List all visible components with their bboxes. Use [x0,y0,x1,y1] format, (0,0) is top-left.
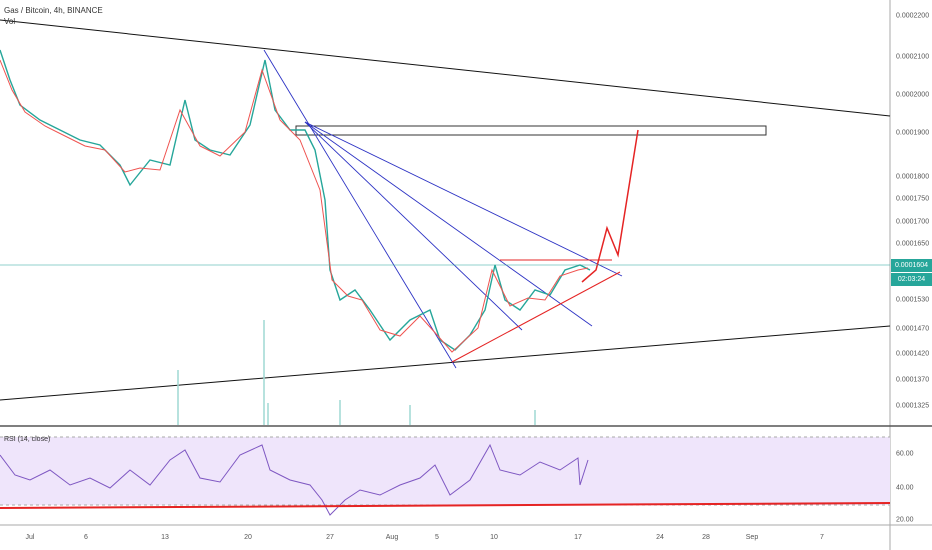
time-tick-label: 24 [656,534,664,541]
price-tick-label: 0.0002100 [896,53,930,61]
time-tick-label: Aug [385,534,399,541]
price-tick-label: 0.0001530 [896,296,930,304]
price-tick-label: 0.0001325 [896,402,930,410]
time-tick-label: 10 [490,534,498,541]
current-price: 0.0001604 [891,259,932,272]
price-tick-label: 0.0001650 [896,240,930,248]
time-tick-label: Sep [745,534,759,541]
price-tick-label: 0.0001420 [896,350,930,358]
price-series [0,49,591,351]
rsi-tick-label: 40.00 [896,484,914,492]
time-tick-label: 17 [574,534,582,541]
price-tick-label: 0.0001800 [896,173,930,181]
rsi-trendline [0,502,891,509]
support-line [0,325,891,401]
price-tick-label: 0.0001900 [896,129,930,137]
price-tick-label: 0.0001750 [896,195,930,203]
rsi-tick-label: 60.00 [896,450,914,458]
resistance-line [0,19,891,117]
projection [581,129,639,283]
time-tick-label: 20 [244,534,252,541]
time-tick-label: 27 [326,534,334,541]
price-tick-label: 0.0001470 [896,325,930,333]
time-tick-label: 28 [702,534,710,541]
price-tick-label: 0.0001700 [896,218,930,226]
rsi-line [0,443,589,516]
price-tick-label: 0.0002000 [896,91,930,99]
symbol-title: Gas / Bitcoin, 4h, BINANCE [4,6,103,15]
price-tick-label: 0.0002200 [896,12,930,20]
time-tick-label: 6 [84,534,88,541]
time-tick-label: Jul [25,534,35,541]
rsi-title: RSI (14, close) [4,436,51,443]
time-tick-label: 5 [435,534,439,541]
rising-support [451,271,621,363]
countdown: 02:03:24 [891,273,932,286]
volume-bars [177,320,536,425]
time-tick-label: 13 [161,534,169,541]
price-series-down [0,59,589,353]
rsi-band [0,437,890,505]
volume-label: Vol [4,17,16,26]
rsi-tick-label: 20.00 [896,516,914,524]
price-tick-label: 0.0001370 [896,376,930,384]
time-tick-label: 7 [820,534,824,541]
